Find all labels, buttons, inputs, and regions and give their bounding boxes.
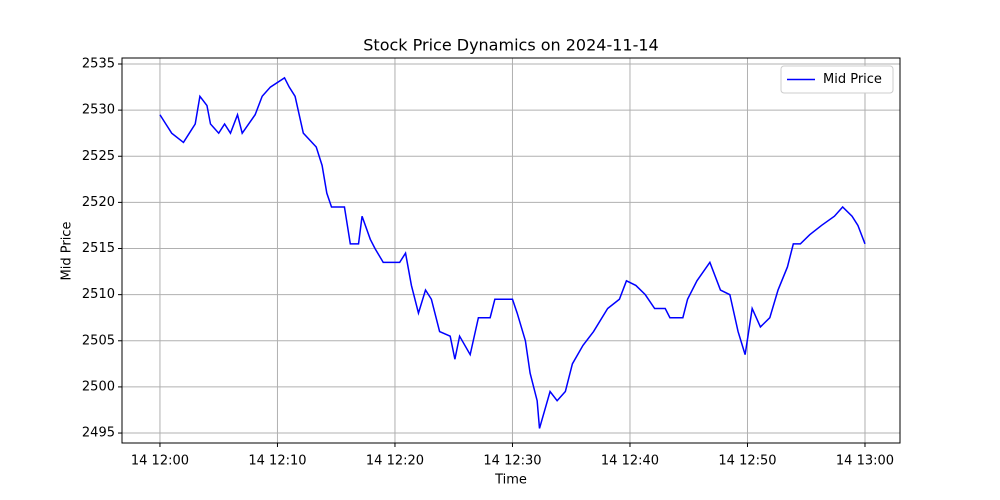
x-tick-label: 14 12:50 [718,454,776,469]
y-tick-label: 2510 [82,287,115,302]
legend-box [780,65,894,94]
y-tick-label: 2535 [82,56,115,71]
y-axis-label: Mid Price [60,222,75,281]
y-tick-label: 2505 [82,333,115,348]
y-tick-label: 2495 [82,426,115,441]
price-line [159,76,866,429]
y-tick-label: 2515 [82,241,115,256]
chart-title: Stock Price Dynamics on 2024-11-14 [363,36,658,55]
x-tick-label: 14 13:00 [836,454,894,469]
x-tick-label: 14 12:00 [131,454,189,469]
y-tick-label: 2500 [82,379,115,394]
x-tick-label: 14 12:30 [483,454,541,469]
y-tick-label: 2530 [82,103,115,118]
x-tick-label: 14 12:20 [366,454,424,469]
plot-frame [121,57,901,444]
x-tick-label: 14 12:10 [248,454,306,469]
y-tick-label: 2520 [82,195,115,210]
y-tick-label: 2525 [82,149,115,164]
x-axis-label: Time [494,473,527,488]
x-tick-label: 14 12:40 [601,454,659,469]
legend-label: Mid Price [823,72,882,87]
